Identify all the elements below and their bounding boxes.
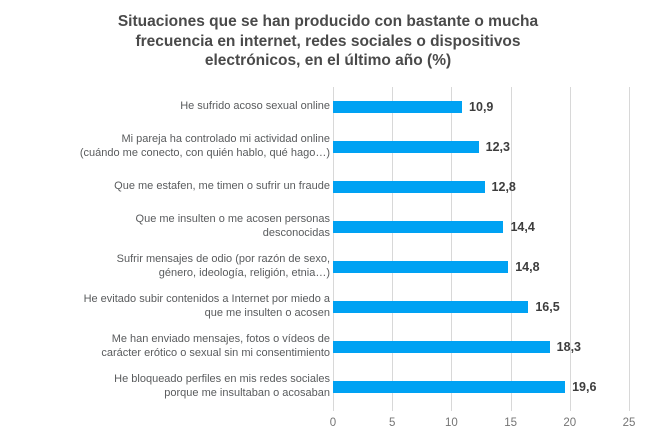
value-label: 12,3 (485, 139, 510, 154)
bar-row: Mi pareja ha controlado mi actividad onl… (0, 127, 656, 167)
bar-row: Que me estafen, me timen o sufrir un fra… (0, 167, 656, 207)
gridline (510, 86, 512, 411)
x-tick-label: 15 (504, 416, 517, 429)
bar (333, 300, 529, 313)
bar-chart: He sufrido acoso sexual online 10,9 Mi par… (0, 86, 656, 435)
category-label: Me han enviado mensajes, fotos o vídeos … (101, 333, 330, 359)
category-label: He evitado subir contenidos a Internet p… (83, 293, 330, 319)
bar-rows: He sufrido acoso sexual online 10,9 Mi par… (0, 87, 656, 407)
gridline (392, 86, 394, 411)
x-tick-label: 0 (329, 416, 337, 429)
category-label: He bloqueado perfiles en mis redes socia… (114, 373, 330, 399)
gridlines-layer (0, 86, 656, 435)
value-label: 10,9 (469, 99, 494, 114)
bar (333, 140, 479, 153)
value-label: 14,8 (515, 259, 540, 274)
value-label: 19,6 (572, 379, 597, 394)
bar-row: Que me insulten o me acosen personas des… (0, 207, 656, 247)
x-tick-label: 20 (563, 416, 577, 429)
bar-row: He evitado subir contenidos a Internet p… (0, 287, 656, 327)
category-label: Sufrir mensajes de odio (por razón de se… (116, 253, 330, 279)
bar-row: He sufrido acoso sexual online 10,9 (0, 87, 656, 127)
gridline (333, 86, 334, 411)
bar (333, 100, 463, 113)
bar-row: He bloqueado perfiles en mis redes socia… (0, 367, 656, 407)
bar-track: 19,6 (333, 380, 629, 394)
gridline (451, 86, 453, 411)
bar-track: 10,9 (333, 100, 629, 114)
category-label: Que me estafen, me timen o sufrir un fra… (114, 179, 330, 192)
category-label: He sufrido acoso sexual online (180, 99, 330, 112)
x-tick-label: 5 (388, 416, 396, 429)
bar-row: Me han enviado mensajes, fotos o vídeos … (0, 327, 656, 367)
bar-track: 14,4 (333, 220, 629, 234)
bar (333, 180, 485, 193)
bar (333, 260, 509, 273)
bar-track: 14,8 (333, 260, 629, 274)
x-tick-label: 10 (444, 416, 458, 429)
bar (333, 340, 550, 353)
bar (333, 220, 504, 233)
value-label: 14,4 (510, 219, 535, 234)
chart-title: Situaciones que se han producido con bas… (117, 13, 539, 69)
bar (333, 380, 566, 393)
gridline (569, 86, 571, 411)
gridline (629, 86, 630, 411)
bar-track: 16,5 (333, 300, 629, 314)
bar-track: 12,8 (333, 180, 629, 194)
value-label: 18,3 (556, 339, 582, 354)
value-label: 12,8 (491, 179, 516, 194)
x-axis: 0 5 10 15 20 25 (0, 407, 656, 435)
x-tick-label: 25 (622, 416, 636, 429)
category-label: Que me insulten o me acosen personas des… (135, 213, 330, 239)
bar-track: 12,3 (333, 140, 629, 154)
category-label: Mi pareja ha controlado mi actividad onl… (79, 133, 330, 159)
value-label: 16,5 (535, 299, 560, 314)
bar-track: 18,3 (333, 340, 629, 354)
bar-row: Sufrir mensajes de odio (por razón de se… (0, 247, 656, 287)
